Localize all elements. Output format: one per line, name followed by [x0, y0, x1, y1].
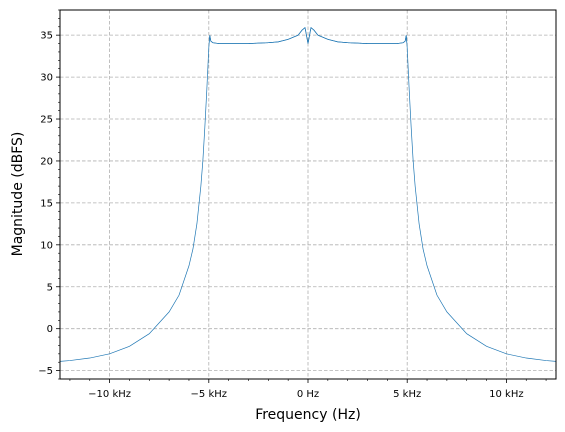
y-tick-label: 20 [40, 156, 53, 167]
y-tick-label: −5 [38, 366, 53, 377]
y-axis-title: Magnitude (dBFS) [10, 132, 26, 257]
x-tick-label: 0 Hz [297, 389, 319, 400]
x-tick-label: 10 kHz [489, 389, 523, 400]
y-tick-label: 30 [40, 73, 53, 84]
y-tick-label: 35 [40, 31, 53, 42]
y-tick-label: 5 [47, 282, 53, 293]
x-axis-title: Frequency (Hz) [255, 407, 361, 423]
grid-lines [60, 10, 556, 379]
y-tick-labels: −5 0 5 10 15 20 25 30 35 [38, 31, 53, 377]
y-tick-label: 10 [40, 240, 53, 251]
x-tick-label: −5 kHz [191, 389, 227, 400]
y-tick-label: 25 [40, 115, 53, 126]
x-tick-labels: −10 kHz −5 kHz 0 Hz 5 kHz 10 kHz [88, 389, 523, 400]
series-layer [59, 26, 557, 362]
tick-marks [56, 9, 547, 383]
y-tick-label: 0 [47, 324, 53, 335]
y-tick-label: 15 [40, 198, 53, 209]
x-tick-label: 5 kHz [393, 389, 421, 400]
passband-ripple-line [208, 27, 408, 44]
x-tick-label: −10 kHz [88, 389, 131, 400]
